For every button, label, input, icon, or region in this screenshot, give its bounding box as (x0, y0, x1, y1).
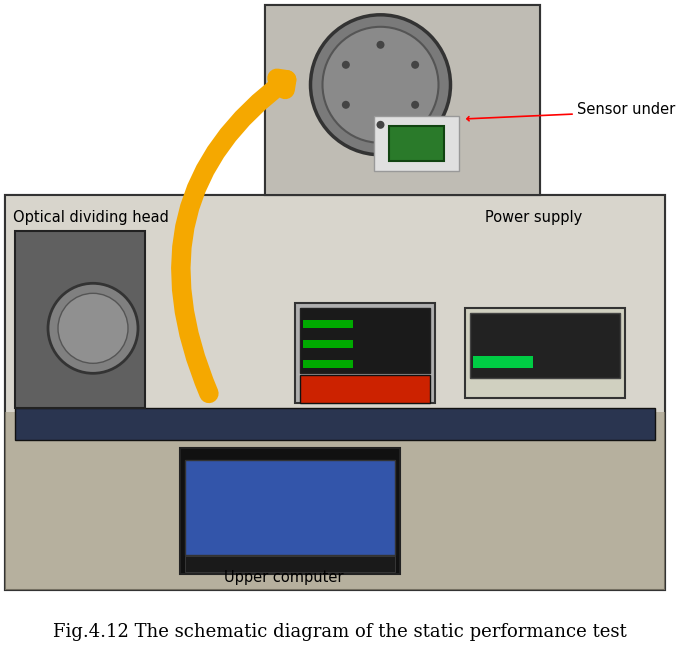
Bar (5, 412, 665, 590)
Circle shape (322, 27, 439, 143)
Circle shape (342, 61, 350, 69)
Bar (295, 303, 435, 404)
Bar (180, 448, 400, 574)
FancyBboxPatch shape (5, 195, 665, 590)
Text: Power supply: Power supply (485, 210, 582, 225)
Bar (300, 308, 430, 373)
Circle shape (58, 293, 128, 364)
Bar (300, 375, 430, 404)
Bar (303, 320, 353, 328)
Text: Sensor under test: Sensor under test (577, 101, 680, 116)
Bar (15, 408, 655, 440)
Bar (265, 5, 540, 195)
Bar (465, 308, 625, 398)
Text: Fig.4.12 The schematic diagram of the static performance test: Fig.4.12 The schematic diagram of the st… (53, 623, 627, 641)
Text: Upper computer: Upper computer (224, 570, 343, 585)
Bar (185, 460, 395, 555)
Circle shape (342, 101, 350, 109)
Bar (470, 313, 620, 378)
Bar (15, 231, 145, 408)
Bar (303, 360, 353, 368)
Bar (5, 195, 665, 590)
Bar (473, 356, 533, 368)
Circle shape (48, 283, 138, 373)
Circle shape (377, 41, 384, 49)
Circle shape (411, 101, 419, 109)
Bar (389, 126, 444, 161)
Circle shape (311, 15, 450, 155)
Bar (185, 556, 395, 572)
Circle shape (377, 121, 384, 129)
Bar (374, 116, 459, 171)
Circle shape (411, 61, 419, 69)
Bar (303, 340, 353, 349)
Text: Optical dividing head: Optical dividing head (13, 210, 169, 225)
Bar (265, 5, 540, 195)
